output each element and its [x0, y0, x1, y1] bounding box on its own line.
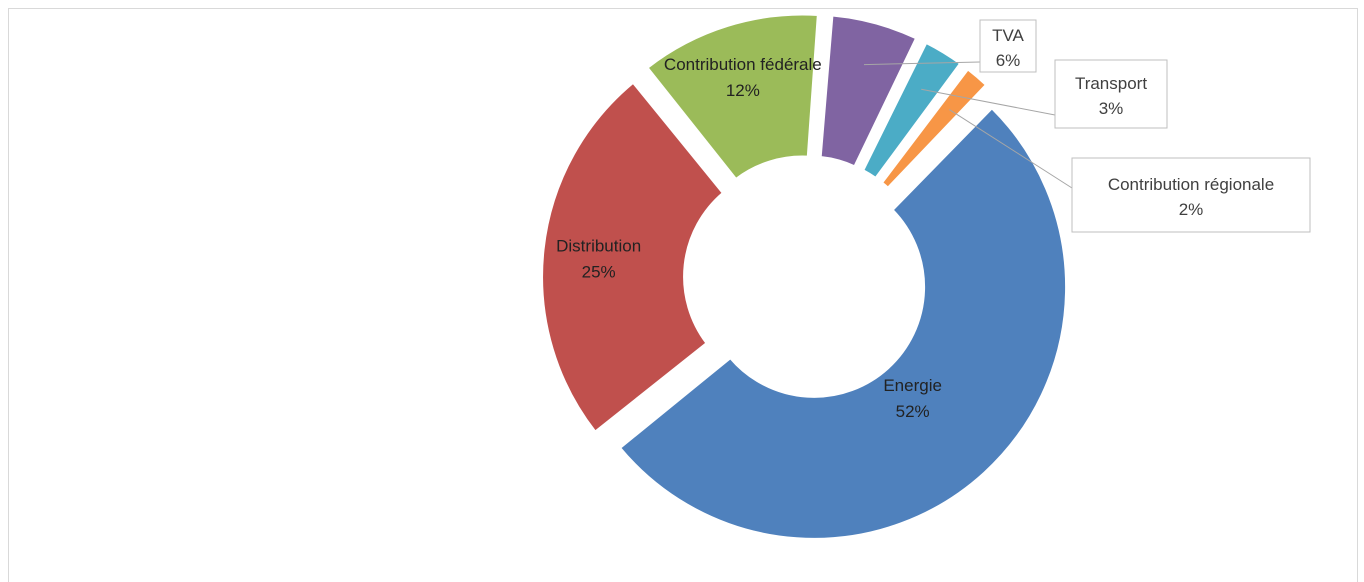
slice-distribution	[541, 81, 725, 433]
slice-contribution-regionale	[880, 68, 988, 190]
leader-line-transport	[921, 88, 1056, 116]
callout-box-contribution-regionale	[1071, 157, 1311, 233]
label-value-transport: 3%	[1099, 99, 1124, 118]
label-value-energie: 52%	[896, 402, 930, 421]
label-value-contribution-regionale: 2%	[1179, 200, 1204, 219]
chart-frame	[8, 8, 1358, 582]
slice-energie	[618, 106, 1068, 540]
leader-lines-group	[863, 61, 1073, 189]
slices-group	[541, 13, 1068, 540]
slice-transport	[861, 41, 962, 180]
callout-box-transport	[1054, 59, 1168, 129]
label-name-transport: Transport	[1075, 74, 1147, 93]
label-name-distribution: Distribution	[556, 236, 641, 255]
label-value-tva: 6%	[996, 51, 1021, 70]
slice-tva	[819, 14, 918, 168]
label-value-distribution: 25%	[582, 262, 616, 281]
leader-line-contribution-regionale	[949, 109, 1073, 189]
label-name-energie: Energie	[883, 376, 942, 395]
label-name-contribution-federale: Contribution fédérale	[664, 55, 822, 74]
callout-box-tva	[979, 19, 1037, 73]
label-value-contribution-federale: 12%	[726, 81, 760, 100]
labels-group: Energie 52% Distribution 25% Contribution fé…	[556, 19, 1311, 421]
slice-contribution-federale	[646, 13, 819, 181]
leader-line-tva	[863, 61, 981, 66]
label-name-tva: TVA	[992, 26, 1024, 45]
label-name-contribution-regionale: Contribution régionale	[1108, 175, 1274, 194]
